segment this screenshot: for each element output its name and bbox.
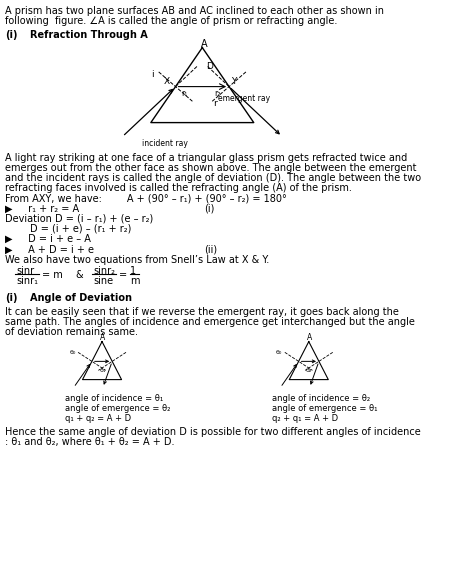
Text: θ₁: θ₁ — [99, 368, 106, 373]
Text: Deviation D = (i – r₁) + (e – r₂): Deviation D = (i – r₁) + (e – r₂) — [5, 214, 154, 224]
Text: Refraction Through A: Refraction Through A — [30, 31, 148, 41]
Text: m: m — [130, 276, 140, 286]
Text: r₂: r₂ — [214, 89, 220, 98]
Text: r₁: r₁ — [181, 89, 187, 98]
Text: r: r — [213, 99, 217, 108]
Text: angle of emergence = θ₂: angle of emergence = θ₂ — [65, 404, 170, 413]
Text: θ₂: θ₂ — [306, 368, 312, 373]
Text: A: A — [307, 332, 312, 342]
Text: = m: = m — [42, 270, 63, 280]
Text: (ii): (ii) — [204, 244, 217, 254]
Text: (i): (i) — [5, 31, 18, 41]
Text: A light ray striking at one face of a triangular glass prism gets refracted twic: A light ray striking at one face of a tr… — [5, 153, 408, 163]
Text: A: A — [201, 39, 207, 49]
Text: emerges out from the other face as shown above. The angle between the emergent: emerges out from the other face as shown… — [5, 163, 417, 173]
Text: (i): (i) — [204, 204, 214, 214]
Text: =: = — [119, 270, 127, 280]
Text: sine: sine — [93, 276, 113, 286]
Text: angle of emergence = θ₁: angle of emergence = θ₁ — [272, 404, 377, 413]
Text: and the incident rays is called the angle of deviation (D). The angle between th: and the incident rays is called the angl… — [5, 173, 421, 183]
Text: sinr₁: sinr₁ — [16, 276, 38, 286]
Text: angle of incidence = θ₁: angle of incidence = θ₁ — [65, 394, 163, 402]
Text: ▶     A + D = i + e: ▶ A + D = i + e — [5, 244, 94, 254]
Text: (i): (i) — [5, 293, 18, 303]
Text: D = (i + e) – (r₁ + r₂): D = (i + e) – (r₁ + r₂) — [5, 224, 132, 234]
Text: X: X — [164, 76, 170, 86]
Text: D: D — [206, 61, 213, 71]
Text: : θ₁ and θ₂, where θ₁ + θ₂ = A + D.: : θ₁ and θ₂, where θ₁ + θ₂ = A + D. — [5, 437, 175, 448]
Text: angle of incidence = θ₂: angle of incidence = θ₂ — [272, 394, 370, 402]
Text: Angle of Deviation: Angle of Deviation — [30, 293, 132, 303]
Text: q₁ + q₂ = A + D: q₁ + q₂ = A + D — [65, 414, 131, 423]
Text: θ₀: θ₀ — [69, 350, 75, 356]
Text: same path. The angles of incidence and emergence get interchanged but the angle: same path. The angles of incidence and e… — [5, 317, 415, 327]
Text: &: & — [75, 270, 83, 280]
Text: θ₀: θ₀ — [276, 350, 283, 356]
Text: We also have two equations from Snell’s Law at X & Y.: We also have two equations from Snell’s … — [5, 255, 270, 265]
Text: ▶     D = i + e – A: ▶ D = i + e – A — [5, 234, 91, 244]
Text: Hence the same angle of deviation D is possible for two different angles of inci: Hence the same angle of deviation D is p… — [5, 427, 421, 437]
Text: q₂ + q₁ = A + D: q₂ + q₁ = A + D — [272, 414, 337, 423]
Text: A prism has two plane surfaces AB and AC inclined to each other as shown in: A prism has two plane surfaces AB and AC… — [5, 6, 384, 16]
Text: refracting faces involved is called the refracting angle (A) of the prism.: refracting faces involved is called the … — [5, 183, 352, 193]
Text: incident ray: incident ray — [142, 138, 188, 148]
Text: following  figure. ∠A is called the angle of prism or refracting angle.: following figure. ∠A is called the angle… — [5, 16, 337, 26]
Text: sinr: sinr — [16, 266, 34, 276]
Text: A: A — [100, 332, 106, 342]
Text: 1: 1 — [130, 266, 137, 276]
Text: sinr₂: sinr₂ — [93, 266, 115, 276]
Text: ▶     r₁ + r₂ = A: ▶ r₁ + r₂ = A — [5, 204, 80, 214]
Text: emergent ray: emergent ray — [219, 94, 271, 103]
Text: of deviation remains same.: of deviation remains same. — [5, 327, 138, 338]
Text: It can be easily seen that if we reverse the emergent ray, it goes back along th: It can be easily seen that if we reverse… — [5, 307, 399, 317]
Text: From AXY, we have:        A + (90° – r₁) + (90° – r₂) = 180°: From AXY, we have: A + (90° – r₁) + (90°… — [5, 193, 287, 203]
Text: Y: Y — [231, 76, 236, 86]
Text: i: i — [152, 70, 154, 79]
